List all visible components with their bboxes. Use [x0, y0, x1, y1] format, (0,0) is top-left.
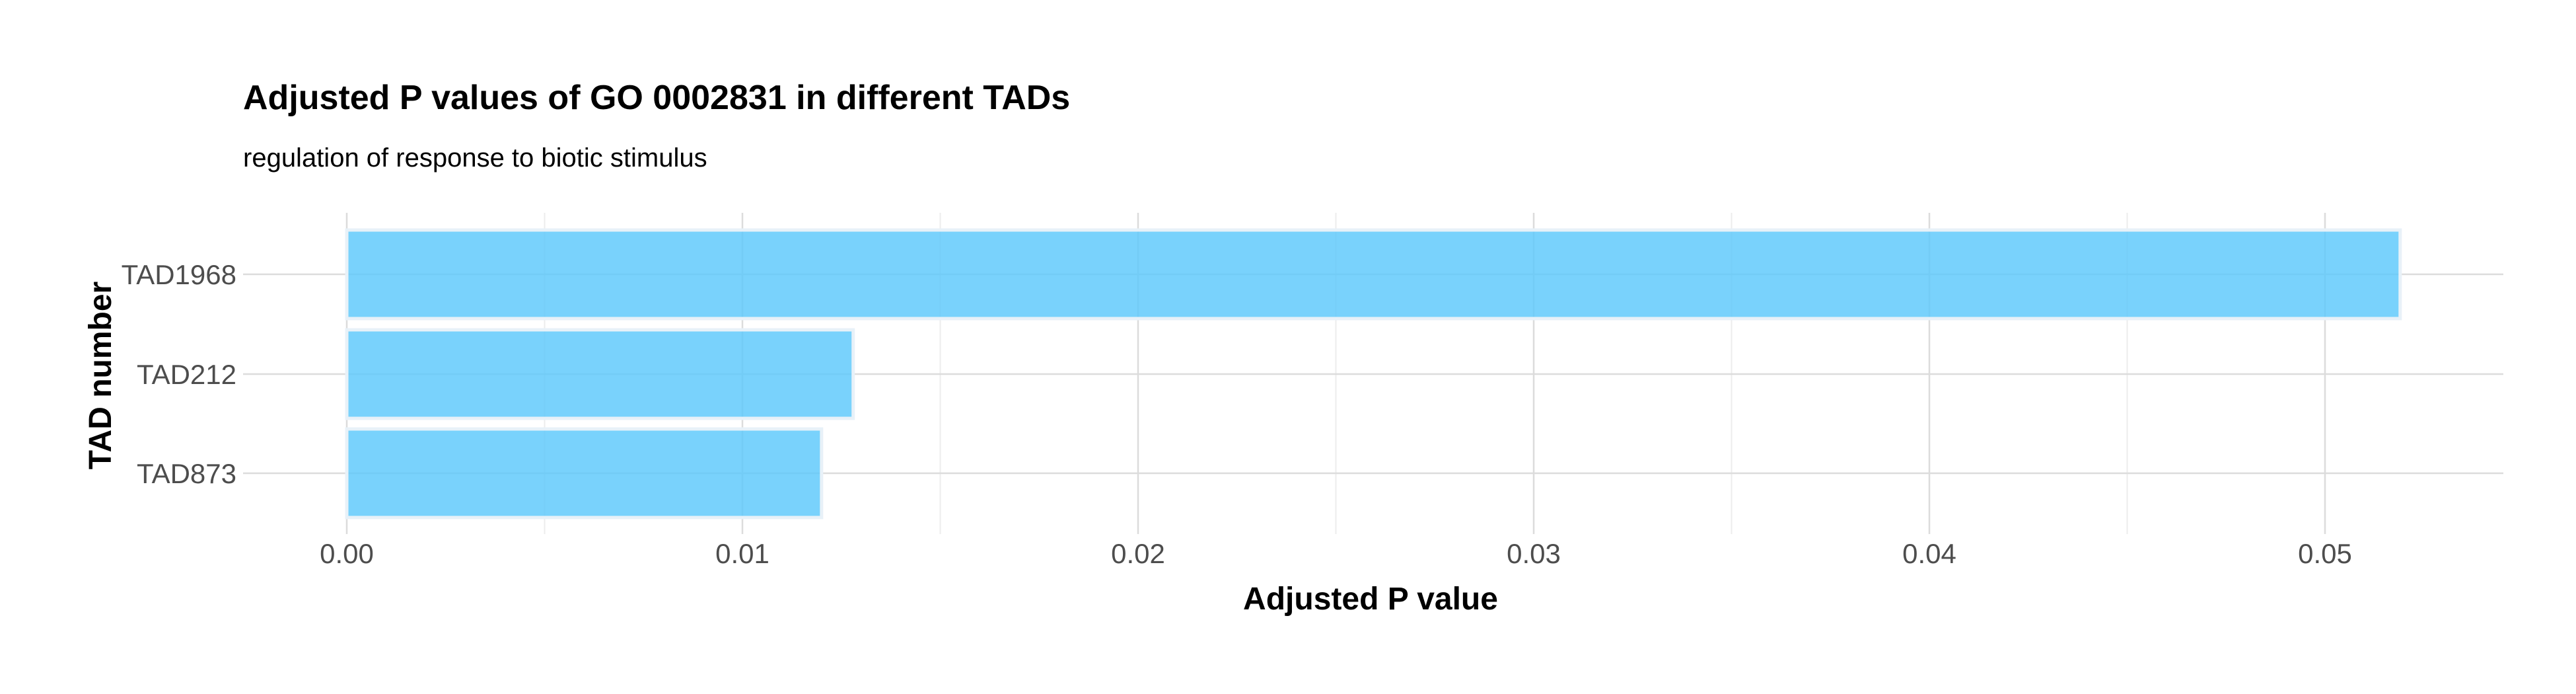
x-tick-label: 0.02	[1111, 538, 1165, 569]
x-tick-label: 0.05	[2298, 538, 2352, 569]
x-tick-label: 0.04	[1902, 538, 1956, 569]
chart-title: Adjusted P values of GO 0002831 in diffe…	[243, 79, 1070, 117]
y-tick-label: TAD1968	[122, 259, 236, 290]
y-tick-label: TAD212	[137, 359, 236, 390]
bar-tad1968	[345, 228, 2402, 321]
tick-labels: TAD1968 TAD212 TAD873 0.00 0.01 0.02 0.03 0.04 0…	[122, 259, 2352, 569]
bar-tad212	[345, 328, 855, 420]
y-axis-title: TAD number	[83, 282, 118, 469]
x-tick-label: 0.00	[320, 538, 374, 569]
y-tick-label: TAD873	[137, 458, 236, 489]
x-tick-label: 0.01	[715, 538, 769, 569]
bar-tad873	[345, 427, 824, 520]
x-axis-title: Adjusted P value	[1243, 582, 1498, 617]
x-tick-label: 0.03	[1507, 538, 1561, 569]
chart-subtitle: regulation of response to biotic stimulu…	[243, 143, 707, 173]
bars	[345, 228, 2402, 520]
